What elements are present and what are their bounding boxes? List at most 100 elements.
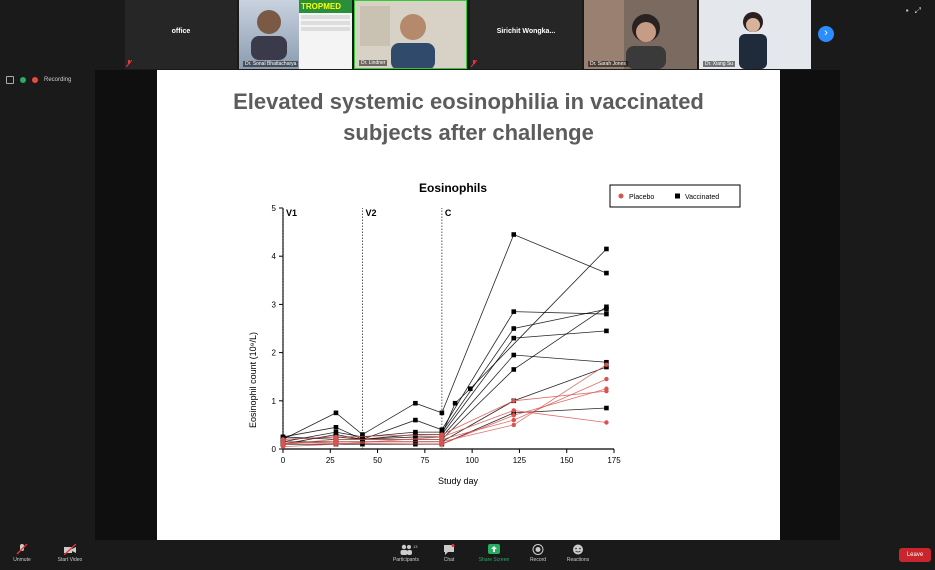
leave-meeting-button[interactable]: Leave	[899, 548, 931, 562]
vaccinated-point	[511, 309, 517, 314]
x-tick-label: 125	[513, 456, 527, 465]
placebo-point	[333, 441, 339, 447]
fullscreen-icon[interactable]: ⤢	[914, 6, 927, 15]
x-tick-label: 175	[607, 456, 621, 465]
chart-legend: Placebo Vaccinated	[609, 184, 741, 208]
reactions-smiley-icon	[573, 544, 583, 555]
y-tick-label: 2	[272, 349, 277, 358]
share-screen-button[interactable]: Share Screen	[475, 544, 513, 563]
placebo-point	[604, 376, 609, 382]
vaccinated-point	[333, 425, 339, 430]
chat-icon	[444, 544, 455, 555]
participant-caption: Dr. Sarah Jones	[588, 61, 628, 67]
placebo-point	[511, 398, 516, 403]
vaccinated-series-line	[282, 233, 607, 440]
participant-tile-5[interactable]: Dr. Sarah Jones	[584, 0, 697, 69]
vaccinated-point	[604, 270, 609, 276]
participant-tile-2[interactable]: TROPMED Dr. Sonal Bhattacharya	[239, 0, 352, 69]
vaccinated-point	[604, 304, 609, 310]
mic-muted-icon	[126, 60, 132, 67]
record-button[interactable]: Record	[526, 544, 550, 563]
chat-button[interactable]: Chat	[438, 544, 460, 563]
vline-label: V1	[286, 208, 297, 218]
vaccinated-point	[439, 410, 445, 416]
vaccinated-point	[511, 326, 517, 331]
placebo-point	[439, 432, 445, 437]
reactions-button[interactable]: Reactions	[563, 544, 593, 563]
view-controls: ▪⤢	[906, 6, 927, 16]
x-tick-label: 50	[373, 456, 382, 465]
video-gallery-strip: office TROPMED Dr. Sonal Bhattacharya Dr…	[0, 0, 935, 70]
vaccinated-point	[511, 410, 517, 416]
participant-video	[355, 1, 466, 68]
slide-title-line-2: subjects after challenge	[343, 120, 594, 145]
start-video-button[interactable]: Start Video	[52, 544, 88, 563]
placebo-series-line	[282, 378, 607, 445]
placebo-point	[280, 437, 286, 442]
participant-video	[584, 0, 697, 69]
vaccinated-point	[604, 364, 609, 370]
info-icon[interactable]	[6, 76, 14, 84]
participant-video	[239, 0, 299, 69]
participant-caption: Dr. Lindner	[359, 60, 388, 66]
vaccinated-point	[511, 232, 517, 237]
x-axis-label: Study day	[438, 476, 479, 486]
recording-dot-icon	[32, 77, 38, 83]
record-icon	[532, 544, 544, 555]
x-tick-label: 150	[560, 456, 574, 465]
placebo-point	[280, 444, 286, 449]
vaccinated-point	[413, 434, 418, 440]
participant-caption: Dr. Xiang Su	[703, 61, 736, 67]
vaccinated-point	[413, 432, 418, 437]
slide-title-line-1: Elevated systemic eosinophilia in vaccin…	[233, 89, 704, 114]
participants-count: 13	[413, 544, 418, 549]
mic-muted-icon	[16, 544, 28, 555]
next-page-button[interactable]: ›	[818, 26, 834, 42]
person-silhouette-icon	[251, 10, 287, 60]
participant-tile-office[interactable]: office	[125, 0, 237, 69]
vaccinated-point	[604, 359, 609, 365]
placebo-point	[333, 434, 339, 440]
participant-tile-sirichit[interactable]: Sirichit Wongka...	[470, 0, 582, 69]
reactions-label: Reactions	[566, 557, 590, 563]
vaccinated-point	[604, 246, 609, 252]
vaccinated-point	[360, 434, 365, 440]
legend-marker-placebo	[618, 193, 624, 199]
legend-marker-vaccinated	[675, 193, 680, 199]
tropmed-logo: TROPMED	[299, 0, 352, 13]
participants-button[interactable]: 13 Participants	[386, 544, 426, 563]
participant-tile-6[interactable]: Dr. Xiang Su	[699, 0, 811, 69]
placebo-point	[511, 413, 516, 418]
x-tick-label: 25	[326, 456, 335, 465]
participant-tile-active-speaker[interactable]: Dr. Lindner	[354, 0, 467, 69]
y-tick-label: 1	[272, 397, 277, 406]
vaccinated-point	[604, 311, 609, 317]
y-tick-label: 3	[272, 300, 277, 309]
placebo-point	[511, 408, 516, 413]
vaccinated-series-line	[282, 306, 607, 440]
vaccinated-point	[439, 427, 445, 433]
vaccinated-point	[360, 432, 365, 437]
legend-label-placebo: Placebo	[629, 194, 654, 201]
record-label: Record	[529, 557, 547, 563]
placebo-point	[511, 422, 516, 428]
meeting-status-bar: Recording	[6, 76, 71, 84]
y-tick-label: 5	[272, 204, 277, 213]
security-shield-icon[interactable]	[20, 77, 26, 83]
grid-view-icon[interactable]: ▪	[905, 6, 915, 15]
vaccinated-point	[413, 429, 418, 435]
tropmed-banner: TROPMED	[299, 0, 352, 69]
start-video-label: Start Video	[57, 557, 83, 563]
placebo-point	[604, 420, 609, 425]
share-screen-icon	[488, 544, 500, 554]
placebo-point	[439, 441, 445, 447]
vaccinated-point	[333, 432, 339, 437]
participant-caption: Dr. Sonal Bhattacharya	[243, 61, 299, 67]
placebo-point	[604, 362, 609, 367]
mic-muted-icon	[471, 60, 477, 67]
unmute-button[interactable]: Unmute	[8, 544, 36, 563]
vaccinated-point	[511, 335, 517, 341]
vaccinated-point	[467, 386, 473, 392]
x-tick-label: 0	[281, 456, 286, 465]
vaccinated-series-line	[282, 308, 607, 443]
